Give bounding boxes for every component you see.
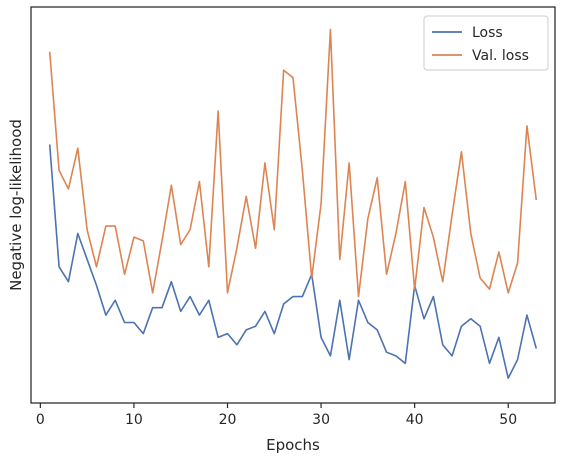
series-layer [48, 28, 538, 379]
x-tick-label: 10 [125, 412, 143, 428]
legend-label-val-loss: Val. loss [472, 48, 529, 64]
x-tick-label: 0 [36, 412, 45, 428]
series-line-loss [48, 144, 538, 379]
legend-label-loss: Loss [472, 25, 503, 41]
axes-frame [30, 6, 556, 404]
x-tick-label: 20 [219, 412, 237, 428]
x-axis-ticks: 0 10 20 30 40 50 [36, 403, 517, 428]
x-tick-label: 30 [312, 412, 330, 428]
series-line-val-loss [48, 28, 538, 298]
legend: Loss Val. loss [423, 15, 549, 71]
x-tick-label: 50 [499, 412, 517, 428]
legend-box [423, 15, 549, 71]
x-tick-label: 40 [406, 412, 424, 428]
x-axis-label: Epochs [266, 436, 320, 454]
y-axis-label: Negative log-likelihood [7, 119, 25, 291]
